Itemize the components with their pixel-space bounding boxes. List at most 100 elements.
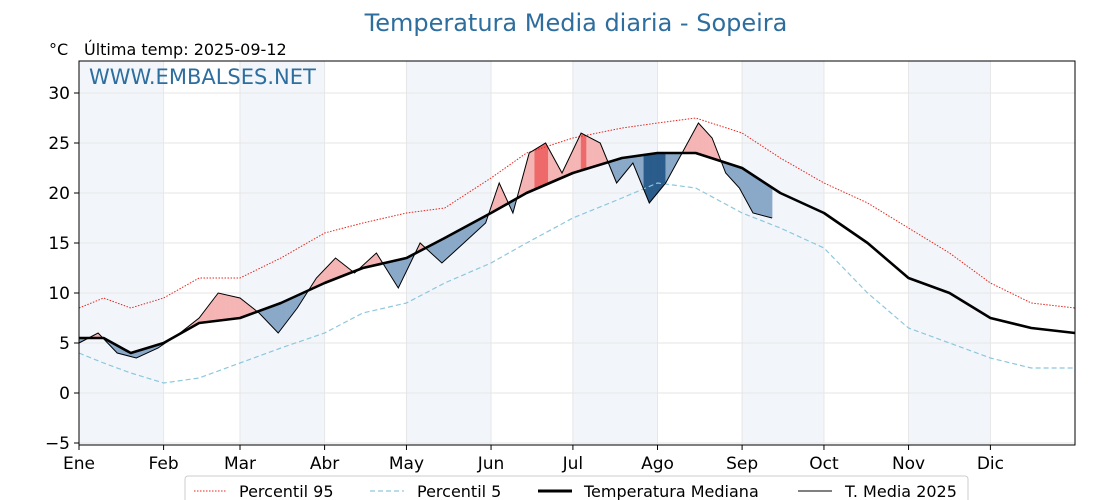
anomaly-below-fill: [449, 233, 454, 257]
legend-label-p95: Percentil 95: [239, 482, 334, 500]
anomaly-below-fill: [649, 153, 653, 204]
anomaly-above-fill: [217, 292, 222, 321]
anomaly-below-fill: [438, 239, 443, 264]
y-tick-label: 0: [59, 384, 70, 404]
anomaly-below-fill: [646, 153, 650, 204]
anomaly-below-fill: [766, 183, 770, 218]
anomaly-above-fill: [709, 134, 713, 159]
anomaly-above-fill: [542, 142, 546, 187]
anomaly-above-fill: [534, 147, 538, 190]
month-band: [742, 61, 824, 445]
anomaly-above-fill: [239, 297, 243, 319]
y-axis-ticks: −5 0 5 10 15 20 25 30: [45, 84, 79, 454]
anomaly-above-fill: [226, 294, 230, 320]
anomaly-below-fill: [275, 303, 279, 334]
series-line-2025: [78, 122, 773, 359]
anomaly-below-fill: [441, 237, 445, 264]
month-band: [239, 61, 325, 445]
plot-frame: [78, 60, 1076, 446]
y-tick-label: 10: [48, 284, 70, 304]
y-tick-label: 15: [48, 234, 70, 254]
anomaly-below-fill: [760, 180, 765, 217]
x-tick-label: Ago: [641, 454, 674, 474]
y-tick-label: 20: [48, 184, 70, 204]
x-tick-label: Abr: [310, 454, 339, 474]
anomaly-below-fill: [659, 152, 664, 191]
anomaly-above-fill: [531, 149, 535, 192]
anomaly-below-fill: [444, 236, 448, 262]
anomaly-above-fill: [242, 299, 246, 318]
x-tick-label: Ene: [63, 454, 95, 474]
month-band: [79, 61, 164, 445]
anomaly-below-fill: [763, 181, 767, 217]
anomaly-above-fill: [706, 131, 710, 158]
anomaly-above-fill: [220, 293, 224, 321]
y-tick-label: 30: [48, 84, 70, 104]
month-bands: [79, 61, 991, 445]
legend: Percentil 95 Percentil 5 Temperatura Med…: [184, 475, 969, 500]
unit-label: °C: [49, 40, 68, 59]
anomaly-above-fill: [332, 257, 336, 281]
anomaly-below-fill: [750, 172, 754, 214]
x-tick-label: May: [389, 454, 424, 474]
anomaly-above-fill: [539, 144, 544, 188]
legend-box: [184, 475, 969, 500]
x-tick-label: Jul: [562, 454, 584, 474]
anomaly-above-fill: [586, 135, 590, 170]
x-tick-label: Nov: [892, 454, 925, 474]
anomaly-above-fill: [537, 145, 541, 189]
anomaly-above-fill: [335, 257, 339, 280]
x-tick-label: Dic: [977, 454, 1004, 474]
x-tick-label: Jun: [477, 454, 505, 474]
anomaly-below-fill: [447, 234, 451, 259]
y-tick-label: −5: [45, 434, 70, 454]
anomaly-above-fill: [234, 296, 238, 319]
legend-label-2025: T. Media 2025: [844, 482, 957, 500]
x-axis-ticks: Ene Feb Mar Abr May Jun Jul Ago Sep Oct Nov Dic: [63, 445, 1004, 474]
anomaly-below-fill: [272, 304, 276, 331]
anomaly-below-fill: [662, 152, 666, 188]
anomaly-above-fill: [580, 132, 585, 171]
anomaly-below-fill: [651, 153, 656, 201]
series-line-median: [79, 151, 1076, 355]
anomaly-below-fill: [452, 231, 456, 254]
anomaly-above-fill: [548, 147, 552, 184]
anomaly-below-fill: [654, 152, 658, 198]
anomaly-below-fill: [436, 240, 440, 262]
anomaly-above-fill: [597, 141, 601, 166]
anomaly-above-fill: [228, 295, 233, 320]
anomaly-below-fill: [455, 230, 459, 252]
anomaly-above-fill: [583, 134, 587, 171]
watermark: WWW.EMBALSES.NET: [89, 65, 316, 89]
anomaly-above-fill: [594, 139, 598, 167]
x-tick-label: Oct: [809, 454, 839, 474]
anomaly-below-fill: [657, 152, 661, 194]
month-band: [572, 61, 658, 445]
anomaly-above-fill: [223, 293, 227, 321]
anomaly-above-fill: [337, 259, 342, 279]
anomaly-above-fill: [231, 295, 235, 320]
legend-label-median: Temperatura Mediana: [583, 482, 759, 500]
anomaly-below-fill: [755, 176, 759, 215]
anomaly-below-fill: [758, 178, 762, 216]
anomaly-below-fill: [277, 302, 282, 334]
anomaly-below-fill: [280, 301, 284, 331]
anomaly-above-fill: [698, 122, 702, 156]
anomaly-below-fill: [752, 174, 756, 215]
x-tick-label: Sep: [726, 454, 758, 474]
anomaly-below-fill: [769, 185, 773, 219]
anomaly-above-fill: [703, 128, 707, 157]
anomaly-below-fill: [616, 158, 620, 184]
anomaly-above-fill: [545, 142, 549, 186]
anomaly-below-fill: [269, 305, 273, 328]
anomaly-below-fill: [747, 171, 751, 209]
last-temp-label: Última temp: 2025-09-12: [84, 40, 287, 59]
anomaly-above-fill: [700, 125, 705, 156]
series-line-p95: [78, 117, 1076, 309]
anomaly-above-fill: [215, 292, 219, 322]
series-lines: [78, 117, 1076, 384]
y-tick-label: 5: [59, 334, 70, 354]
anomaly-above-fill: [237, 297, 241, 319]
anomaly-below-fill: [458, 228, 462, 249]
